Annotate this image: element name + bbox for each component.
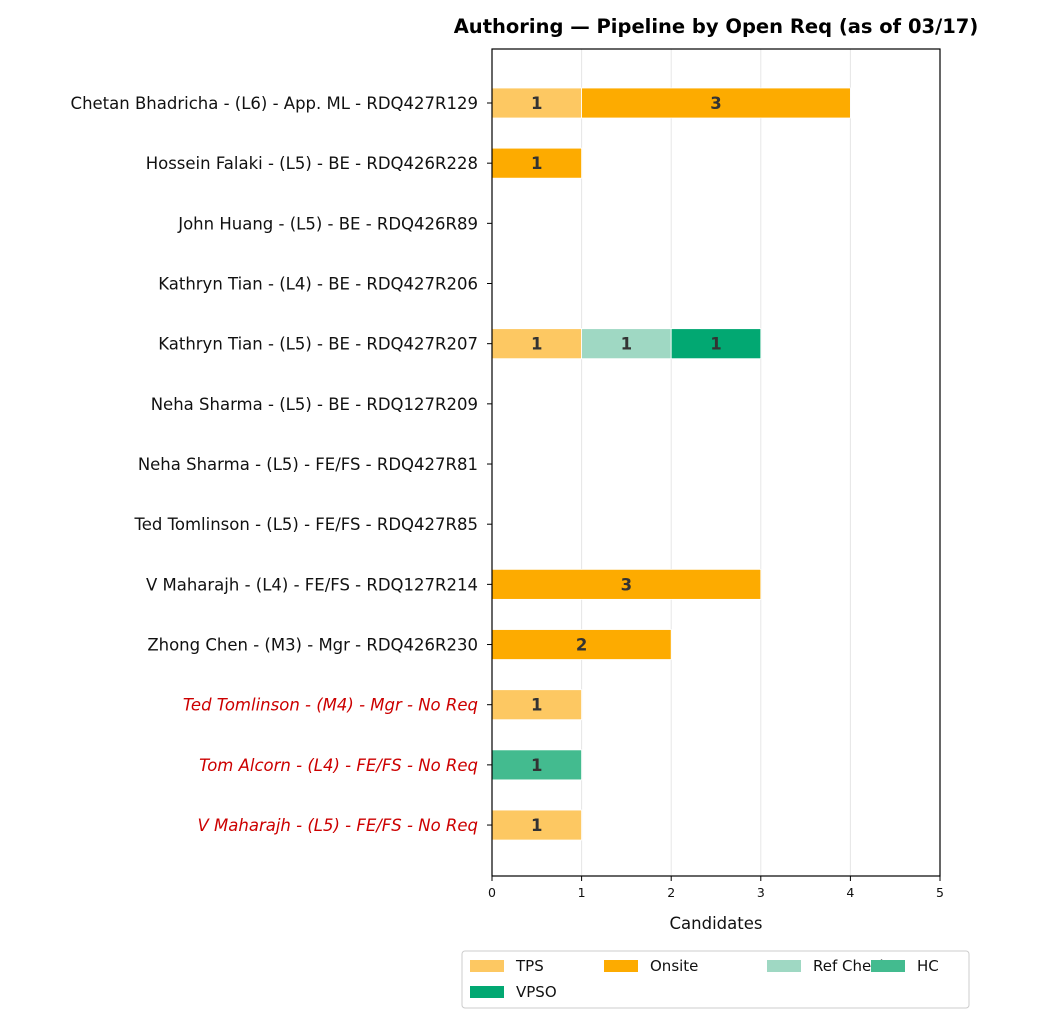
bar-value-label: 1 xyxy=(531,816,542,835)
bar-value-label: 1 xyxy=(531,154,542,173)
legend-label: Onsite xyxy=(650,957,698,975)
y-axis: Chetan Bhadricha - (L6) - App. ML - RDQ4… xyxy=(71,94,492,835)
bar-vpso xyxy=(670,328,762,360)
bar-value-label: 2 xyxy=(576,636,587,655)
category-label: Hossein Falaki - (L5) - BE - RDQ426R228 xyxy=(146,154,478,173)
bar-labels: 1 3 1 1 1 1 3 2 1 1 1 xyxy=(531,94,722,835)
legend-label: Ref Check xyxy=(813,957,888,975)
bar-value-label: 1 xyxy=(710,335,721,354)
category-label: Tom Alcorn - (L4) - FE/FS - No Req xyxy=(199,756,478,775)
legend-swatch-hc xyxy=(871,960,905,972)
legend-label: VPSO xyxy=(516,983,557,1001)
bar-value-label: 1 xyxy=(531,756,542,775)
bar-value-label: 1 xyxy=(531,696,542,715)
bar-value-label: 3 xyxy=(621,575,632,594)
legend-label: HC xyxy=(917,957,939,975)
legend-swatch-onsite xyxy=(604,960,638,972)
x-axis: 0 1 2 3 4 5 xyxy=(488,876,944,900)
category-label: Kathryn Tian - (L5) - BE - RDQ427R207 xyxy=(158,335,478,354)
legend-swatch-ref-check xyxy=(767,960,801,972)
category-label: Chetan Bhadricha - (L6) - App. ML - RDQ4… xyxy=(71,94,478,113)
x-tick-label: 5 xyxy=(936,885,944,900)
x-tick-label: 1 xyxy=(578,885,586,900)
x-tick-label: 2 xyxy=(667,885,675,900)
category-label: Neha Sharma - (L5) - FE/FS - RDQ427R81 xyxy=(138,455,478,474)
category-label: Ted Tomlinson - (M4) - Mgr - No Req xyxy=(183,696,478,715)
bar-onsite xyxy=(491,629,672,660)
category-label: Kathryn Tian - (L4) - BE - RDQ427R206 xyxy=(158,275,478,294)
category-label: V Maharajh - (L4) - FE/FS - RDQ127R214 xyxy=(146,575,478,594)
legend-box xyxy=(461,950,970,1009)
bar-value-label: 1 xyxy=(621,335,632,354)
category-label: V Maharajh - (L5) - FE/FS - No Req xyxy=(198,816,479,835)
legend-label: TPS xyxy=(515,957,544,975)
bar-onsite xyxy=(491,568,762,600)
plot-frame xyxy=(491,48,941,877)
chart-title: Authoring — Pipeline by Open Req (as of … xyxy=(454,15,979,38)
x-tick-label: 4 xyxy=(846,885,854,900)
bar-onsite xyxy=(491,147,582,179)
bar-hc xyxy=(491,749,582,781)
x-axis-label: Candidates xyxy=(670,914,763,933)
bars xyxy=(491,87,851,841)
category-label: Ted Tomlinson - (L5) - FE/FS - RDQ427R85 xyxy=(133,515,478,534)
bar-value-label: 3 xyxy=(710,94,721,113)
category-label: John Huang - (L5) - BE - RDQ426R89 xyxy=(177,214,478,233)
bar-tps xyxy=(491,689,582,721)
x-tick-label: 0 xyxy=(488,885,496,900)
category-label: Zhong Chen - (M3) - Mgr - RDQ426R230 xyxy=(147,636,478,655)
grid-lines xyxy=(581,49,851,876)
category-label: Neha Sharma - (L5) - BE - RDQ127R209 xyxy=(151,395,478,414)
bar-onsite xyxy=(581,87,851,119)
bar-value-label: 1 xyxy=(531,94,542,113)
legend: TPS Onsite Ref Check HC VPSO xyxy=(461,950,970,1009)
legend-swatch-tps xyxy=(470,960,504,972)
bar-value-label: 1 xyxy=(531,335,542,354)
legend-swatch-vpso xyxy=(470,986,504,998)
bar-tps xyxy=(491,87,582,119)
bar-ref-check xyxy=(581,328,672,360)
x-tick-label: 3 xyxy=(757,885,765,900)
